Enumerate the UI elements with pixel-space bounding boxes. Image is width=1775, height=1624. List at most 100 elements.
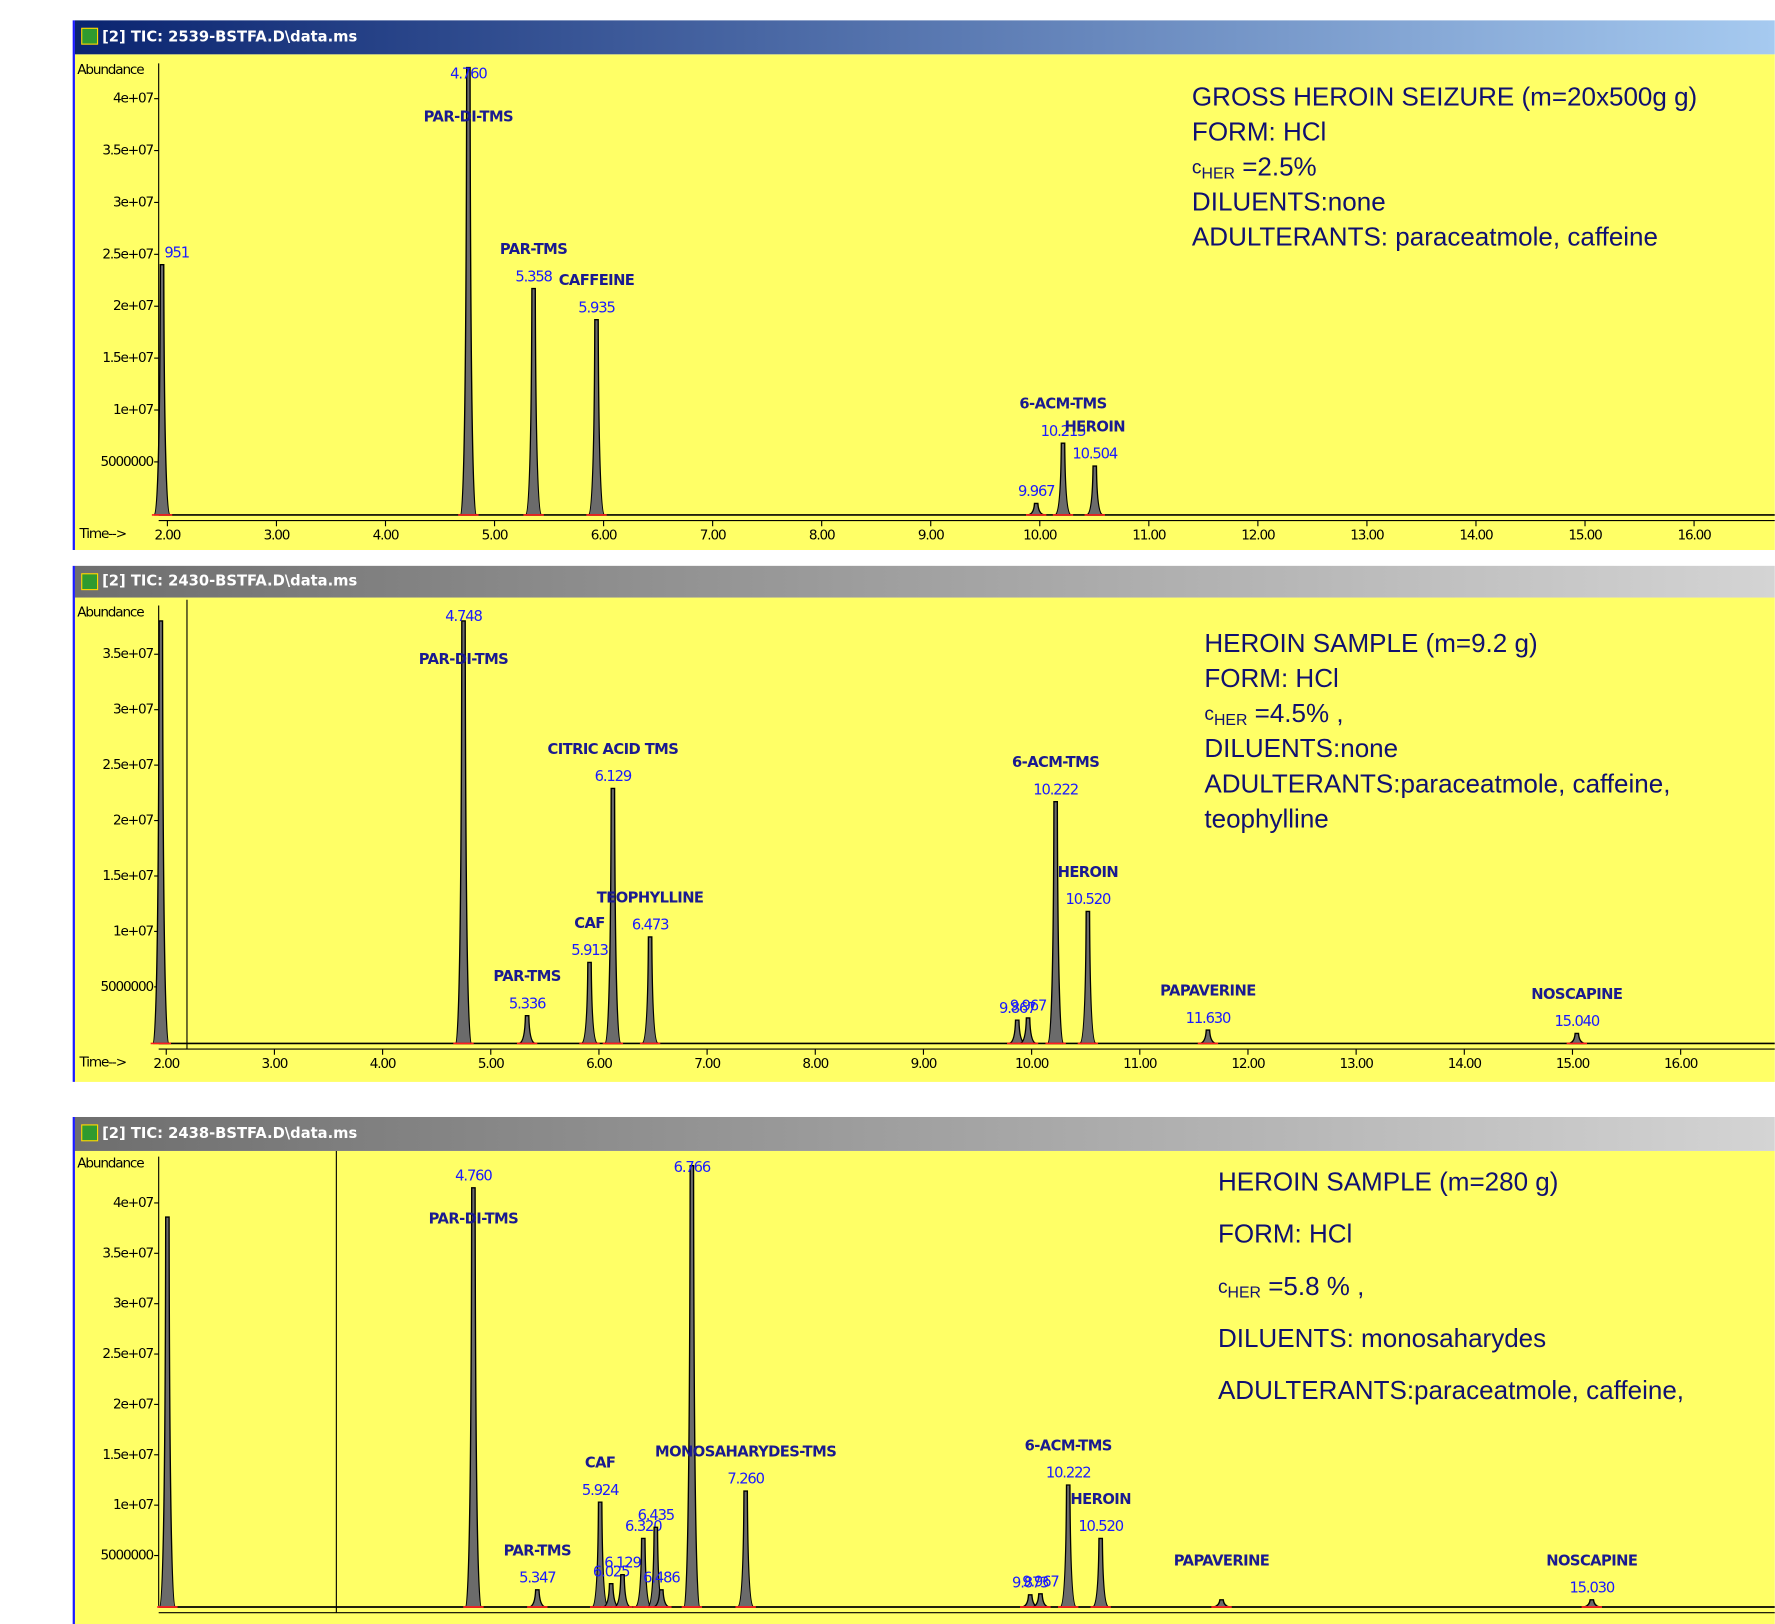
annotation-line: GROSS HEROIN SEIZURE (m=20x500g g) [1192,81,1697,111]
annotation-line: DILUENTS: monosaharydes [1218,1323,1546,1353]
panel-background [74,54,1775,551]
x-tick-label: 15.00 [1556,1056,1590,1072]
y-tick-label: 1e+07 [113,1497,153,1513]
annotation-subscript: HER [1228,1285,1261,1302]
peak-time-label: 951 [164,244,189,261]
peak-time-label: 5.358 [515,268,552,285]
window-icon [81,27,99,45]
x-tick-label: 9.00 [911,1056,937,1072]
peak [581,961,598,1045]
peak [634,1537,652,1608]
peak-name: HEROIN [1070,1491,1131,1508]
x-tick-label: 11.00 [1123,1056,1157,1072]
peak-name: MONOSAHARYDES-TMS [655,1444,836,1461]
annotation-line: FORM: HCl [1204,663,1338,693]
title-bar [74,20,1775,55]
x-tick-label: 10.00 [1015,1056,1049,1072]
x-tick-label: 7.00 [700,527,726,543]
peak-time-label: 9.867 [999,1000,1036,1017]
annotation-line: DILUENTS:none [1192,187,1386,217]
y-tick-label: 5000000 [100,1548,153,1564]
peak-name: PAR-DI-TMS [429,1211,518,1228]
x-axis-label: Time--> [78,1055,125,1071]
peak-name: 6-ACM-TMS [1025,1438,1112,1455]
annotation-line: cHER =2.5% [1192,151,1317,182]
x-tick-label: 3.00 [262,1056,288,1072]
x-tick-label: 4.00 [370,1056,396,1072]
peak-name: 6-ACM-TMS [1019,396,1106,413]
peak-time-label: 10.520 [1078,1518,1123,1535]
peak [529,1589,546,1608]
window-title: [2] TIC: 2430-BSTFA.D\data.ms [102,573,357,590]
y-tick-label: 1.5e+07 [102,350,153,366]
window-icon [81,573,99,591]
peak-name: CAFFEINE [559,272,635,289]
peak-time-label: 10.504 [1072,446,1117,463]
peak [1054,442,1072,516]
y-tick-label: 3.5e+07 [102,143,153,159]
annotation-subscript: HER [1214,712,1247,729]
peak-time-label: 6.435 [638,1507,675,1524]
peak-time-label: 4.760 [455,1168,492,1185]
peak-name: 6-ACM-TMS [1012,754,1099,771]
peak [1028,502,1045,516]
annotation-line: FORM: HCl [1192,116,1326,146]
window-title: [2] TIC: 2539-BSTFA.D\data.ms [102,28,357,45]
title-bar [74,565,1775,598]
y-tick-label: 1e+07 [113,923,153,939]
x-tick-label: 12.00 [1241,527,1275,543]
peak-name: PAPAVERINE [1174,1552,1270,1569]
peak-time-label: 15.040 [1554,1013,1599,1030]
peak-name: PAR-DI-TMS [424,109,513,126]
peak [152,620,170,1045]
x-tick-label: 4.00 [373,527,399,543]
peak [459,66,477,516]
y-tick-label: 3.5e+07 [102,1245,153,1261]
peak-time-label: 5.913 [571,942,608,959]
peak-name: PAR-TMS [500,241,567,258]
x-tick-label: 14.00 [1448,1056,1482,1072]
y-tick-label: 4e+07 [113,1195,153,1211]
peak [153,264,171,516]
x-tick-label: 13.00 [1350,527,1384,543]
y-tick-label: 1e+07 [113,402,153,418]
y-tick-label: 5000000 [100,979,153,995]
peak-time-label: 11.630 [1186,1010,1231,1027]
peak [1059,1484,1077,1608]
y-tick-label: 2.5e+07 [102,757,153,773]
x-tick-label: 5.00 [482,527,508,543]
annotation-symbol: c [1218,1277,1228,1298]
peak-time-label: 6.129 [604,1554,641,1571]
peak-time-label: 10.222 [1046,1465,1091,1482]
x-tick-label: 15.00 [1568,527,1602,543]
annotation-line: HEROIN SAMPLE (m=9.2 g) [1204,628,1537,658]
peak-name: PAR-TMS [493,968,560,985]
peak [158,1216,176,1608]
y-tick-label: 2e+07 [113,813,153,829]
peak-name: CITRIC ACID TMS [548,741,679,758]
x-tick-label: 8.00 [802,1056,828,1072]
y-tick-label: 5000000 [100,454,153,470]
peak-time-label: 5.347 [519,1569,556,1586]
y-tick-label: 2.5e+07 [102,246,153,262]
x-tick-label: 11.00 [1132,527,1166,543]
peak [518,1015,536,1045]
y-tick-label: 1.5e+07 [102,1447,153,1463]
y-tick-label: 4e+07 [113,91,153,107]
annotation-line: DILUENTS:none [1204,733,1398,763]
panel-background [74,597,1775,1082]
y-tick-label: 2.5e+07 [102,1346,153,1362]
y-tick-label: 2e+07 [113,298,153,314]
peak-time-label: 9.873 [1012,1574,1049,1591]
peak-name: TEOPHYLLINE [597,889,704,906]
peak-time-label: 9.967 [1018,483,1055,500]
peak-time-label: 10.213 [1041,423,1086,440]
peak-name: PAPAVERINE [1160,983,1256,1000]
peak-time-label: 6.766 [674,1159,711,1176]
peak [1079,910,1097,1045]
peak-time-label: 4.760 [450,66,487,83]
peak-name: CAF [574,915,605,932]
peak-time-label: 9.967 [1022,1573,1059,1590]
y-tick-label: 3e+07 [113,702,153,718]
